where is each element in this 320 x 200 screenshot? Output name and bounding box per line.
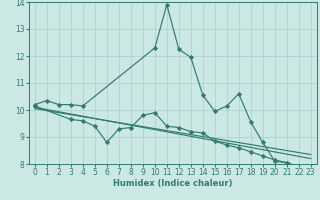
X-axis label: Humidex (Indice chaleur): Humidex (Indice chaleur) <box>113 179 233 188</box>
